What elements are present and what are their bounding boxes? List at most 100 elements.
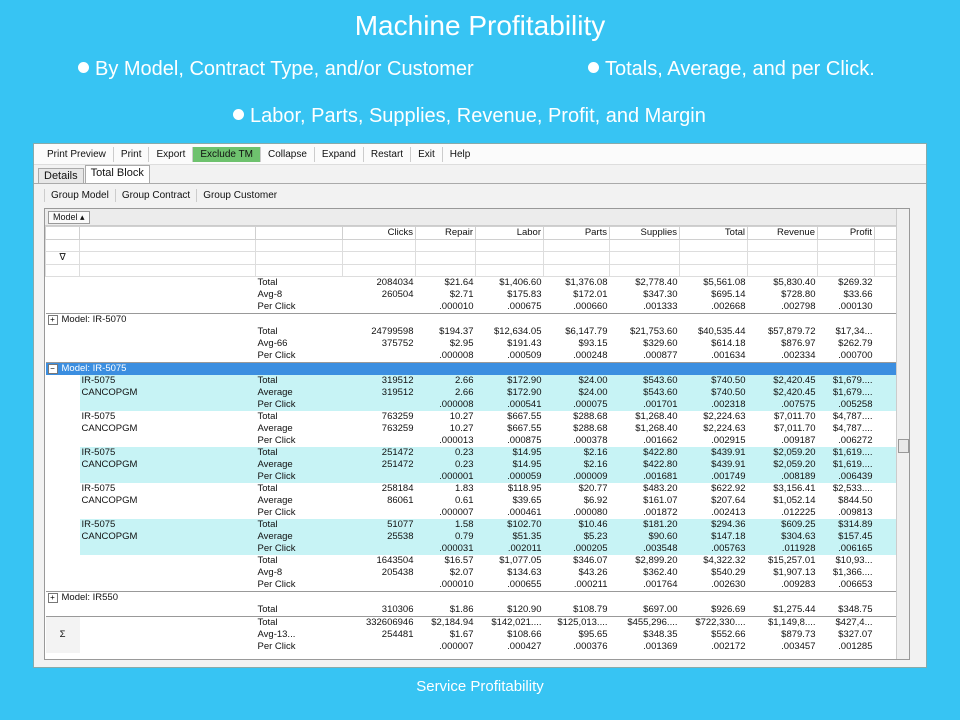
cell-labor: $172.90: [475, 375, 544, 387]
row-measure: Average: [255, 531, 343, 543]
filter-cell[interactable]: [747, 239, 818, 252]
filter-cell[interactable]: [817, 239, 875, 252]
filter-cell[interactable]: [817, 251, 875, 265]
filter-cell[interactable]: [342, 264, 416, 277]
grid-header-row: Clicks Repair Labor Parts Supplies Total Reven…: [45, 226, 909, 240]
column-header-revenue[interactable]: Revenue: [747, 226, 818, 240]
tab-details[interactable]: Details: [38, 168, 84, 183]
row-measure: Average: [255, 387, 343, 399]
group-header-row[interactable]: + Model: IR550: [45, 591, 909, 604]
filter-cell[interactable]: [255, 239, 343, 252]
expand-icon[interactable]: +: [47, 593, 58, 603]
row-key: [80, 289, 256, 301]
group-header-cell[interactable]: + Model: IR550: [45, 591, 909, 604]
column-header-supplies[interactable]: Supplies: [609, 226, 680, 240]
cell-profit: .006439: [817, 471, 875, 483]
cell-supplies: $362.40: [643, 567, 678, 578]
filter-cell[interactable]: [475, 264, 544, 277]
group-model-button[interactable]: Group Model: [44, 188, 115, 202]
filter-cell[interactable]: [747, 251, 818, 265]
scroll-thumb[interactable]: [898, 439, 909, 453]
cell-supplies: .001701: [609, 399, 680, 411]
menu-export[interactable]: Export: [149, 146, 194, 162]
vertical-scrollbar[interactable]: [896, 209, 909, 659]
filter-cell[interactable]: [679, 264, 748, 277]
filter-cell[interactable]: [817, 264, 875, 277]
column-header-repair[interactable]: Repair: [415, 226, 476, 240]
filter-cell[interactable]: [79, 239, 256, 252]
filter-cell[interactable]: [747, 264, 818, 277]
row-indent: [46, 567, 80, 579]
menu-collapse[interactable]: Collapse: [261, 146, 315, 162]
filter-cell[interactable]: [543, 264, 610, 277]
filter-cell[interactable]: [342, 251, 416, 265]
filter-cell[interactable]: [609, 264, 680, 277]
filter-cell[interactable]: [342, 239, 416, 252]
cell-clicks: [343, 350, 416, 363]
expand-icon[interactable]: +: [47, 315, 58, 325]
column-header-parts[interactable]: Parts: [543, 226, 610, 240]
slide-footer: Service Profitability: [416, 678, 544, 695]
cell-total: $4,322.32: [703, 555, 746, 566]
cell-parts: $20.77: [578, 483, 608, 494]
row-indent: [46, 301, 80, 314]
cell-parts: $10.46: [543, 519, 610, 531]
cell-clicks: 251472: [342, 459, 416, 471]
tab-total-block[interactable]: Total Block: [84, 165, 150, 183]
cell-total: .002413: [711, 507, 746, 518]
filter-cell[interactable]: [255, 251, 343, 265]
filter-cell[interactable]: [415, 264, 476, 277]
row-key: CANCOPGM: [79, 531, 256, 543]
column-header-clicks[interactable]: Clicks: [342, 226, 416, 240]
row-measure: Avg-8: [257, 567, 283, 578]
customer-row: CANCOPGM Average 251472 0.23 $14.95 $2.16 $422…: [45, 459, 909, 471]
menu-print-preview[interactable]: Print Preview: [40, 146, 114, 162]
bullet-labor: Labor, Parts, Supplies, Revenue, Profit,…: [233, 105, 706, 128]
group-contract-button[interactable]: Group Contract: [114, 188, 196, 202]
customer-row: IR-5075 Total 319512 2.66 $172.90 $24.00 $543.…: [45, 375, 909, 387]
filter-cell[interactable]: [679, 239, 748, 252]
filter-icon[interactable]: ∇: [45, 251, 80, 265]
filter-cell[interactable]: [679, 251, 748, 265]
filter-cell[interactable]: [609, 251, 680, 265]
cell-repair: .000008: [415, 399, 476, 411]
filter-cell[interactable]: [543, 239, 610, 252]
collapse-icon[interactable]: −: [47, 364, 58, 374]
group-header-row[interactable]: + Model: IR-5070: [45, 313, 909, 326]
menu-restart[interactable]: Restart: [364, 146, 412, 162]
filter-cell[interactable]: [609, 239, 680, 252]
cell-total: $294.36: [679, 519, 748, 531]
cell-total: $740.50: [679, 375, 748, 387]
column-header-profit[interactable]: Profit: [817, 226, 875, 240]
group-header-cell[interactable]: + Model: IR-5070: [45, 313, 909, 326]
row-measure: Total: [257, 555, 278, 566]
menu-help[interactable]: Help: [449, 148, 471, 160]
bullet-text: By Model, Contract Type, and/or Customer: [95, 58, 474, 80]
cell-revenue: $2,059.20: [747, 459, 818, 471]
cell-repair: .000008: [439, 350, 474, 361]
column-header-labor[interactable]: Labor: [475, 226, 544, 240]
filter-cell[interactable]: [475, 239, 544, 252]
menu-expand[interactable]: Expand: [315, 146, 364, 162]
menu-exit[interactable]: Exit: [411, 146, 443, 162]
cell-labor: $175.83: [507, 289, 542, 300]
group-header-cell[interactable]: − Model: IR-5075: [45, 362, 909, 375]
row-indent: [46, 483, 80, 495]
cell-labor: $1,077.05: [499, 555, 542, 566]
filter-cell[interactable]: [255, 264, 343, 277]
filter-cell[interactable]: [79, 264, 256, 277]
group-header-row[interactable]: − Model: IR-5075: [45, 362, 909, 375]
menu-exclude-tm[interactable]: Exclude TM: [193, 146, 261, 162]
menu-print[interactable]: Print: [114, 146, 150, 162]
grid-body: Clicks Repair Labor Parts Supplies Total Reven…: [45, 226, 909, 653]
grand-total-row: Σ Avg-13... 254481 $1.67 $108.66 $95.65 $348.3…: [45, 629, 909, 641]
filter-cell[interactable]: [415, 251, 476, 265]
filter-cell[interactable]: [543, 251, 610, 265]
sort-chip-model[interactable]: Model ▴: [48, 210, 90, 224]
filter-cell[interactable]: [415, 239, 476, 252]
row-key: [80, 555, 256, 567]
filter-cell[interactable]: [475, 251, 544, 265]
group-customer-button[interactable]: Group Customer: [196, 188, 283, 202]
column-header-total[interactable]: Total: [679, 226, 748, 240]
filter-cell[interactable]: [79, 251, 256, 265]
